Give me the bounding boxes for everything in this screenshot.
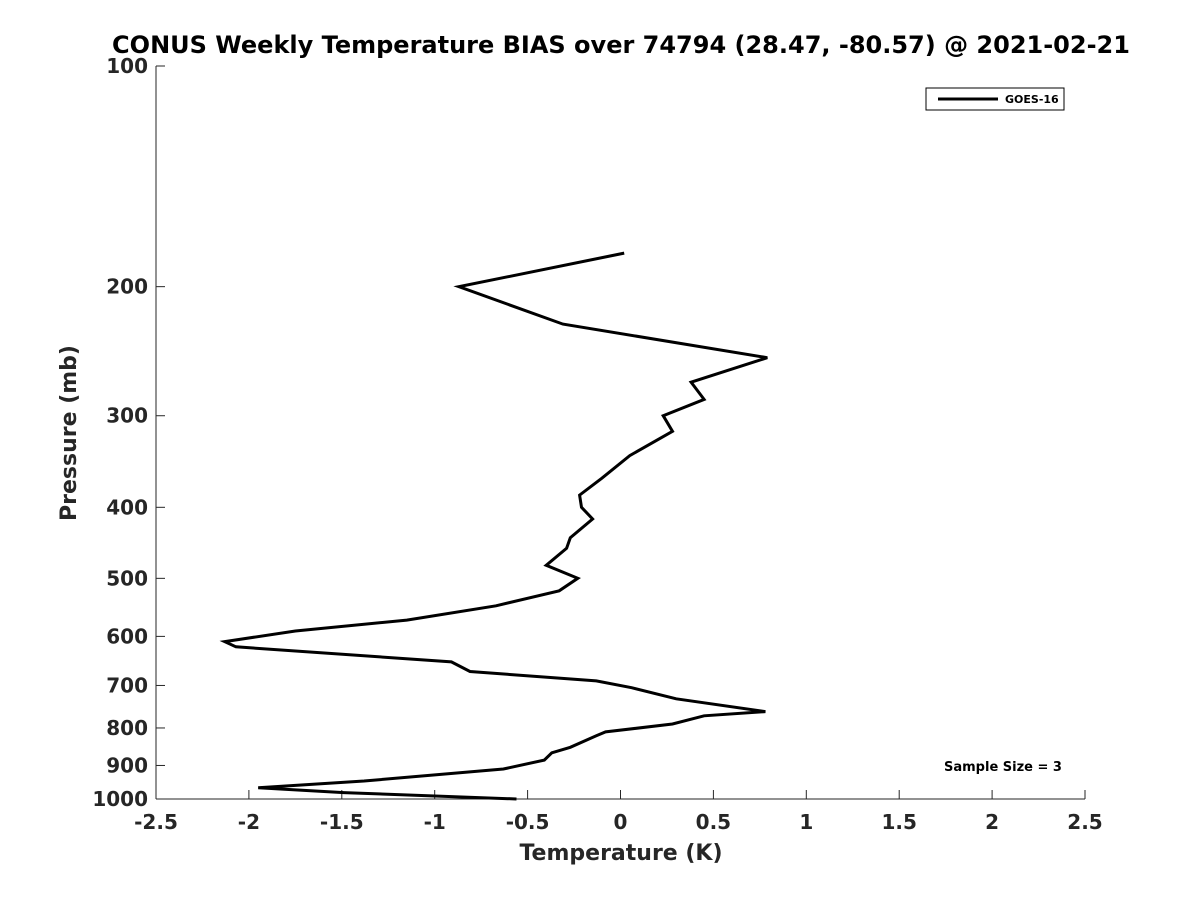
legend-label-goes-16: GOES-16 (1005, 93, 1059, 106)
y-tick-label: 800 (106, 716, 148, 740)
y-tick-label: 200 (106, 275, 148, 299)
y-tick-label: 100 (106, 54, 148, 78)
chart-title: CONUS Weekly Temperature BIAS over 74794… (112, 31, 1130, 59)
series-line-goes-16 (219, 251, 768, 801)
x-tick-label: -2 (238, 810, 260, 834)
x-tick-label: 0 (614, 810, 628, 834)
y-axis-label: Pressure (mb) (57, 345, 82, 521)
x-axis-label: Temperature (K) (519, 841, 722, 866)
x-tick-label: 0.5 (696, 810, 731, 834)
plot-axes: -2.5 -2 -1.5 -1 -0.5 0 0.5 1 1.5 2 2.5 100 200 300 400… (92, 54, 1102, 834)
y-tick-label: 900 (106, 753, 148, 777)
x-tick-label: -1 (424, 810, 446, 834)
sample-size-annotation: Sample Size = 3 (944, 760, 1062, 775)
x-tick-label: -0.5 (506, 810, 550, 834)
x-tick-label: 2.5 (1067, 810, 1102, 834)
y-tick-label: 700 (106, 673, 148, 697)
y-tick-label: 400 (106, 495, 148, 519)
y-tick-label: 300 (106, 404, 148, 428)
x-tick-label: 2 (985, 810, 999, 834)
x-tick-label: -2.5 (134, 810, 178, 834)
x-tick-label: -1.5 (320, 810, 364, 834)
y-tick-label: 1000 (92, 787, 148, 811)
x-tick-label: 1 (799, 810, 813, 834)
y-tick-label: 500 (106, 566, 148, 590)
y-tick-label: 600 (106, 624, 148, 648)
legend: GOES-16 (925, 87, 1065, 111)
x-tick-label: 1.5 (881, 810, 916, 834)
